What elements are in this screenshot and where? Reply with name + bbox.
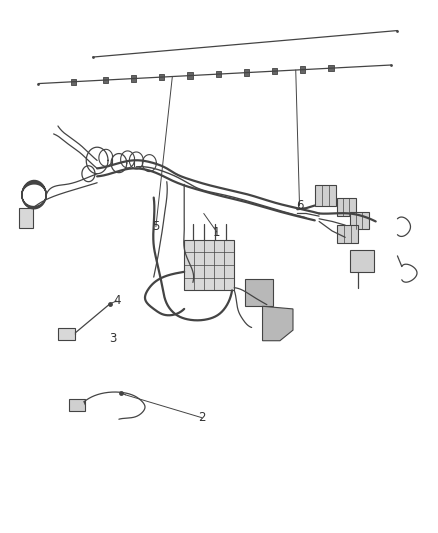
Text: 2: 2: [198, 411, 205, 424]
Polygon shape: [262, 306, 293, 341]
Bar: [350, 212, 369, 229]
Text: 3: 3: [109, 332, 116, 344]
Bar: [315, 185, 336, 206]
Bar: [336, 198, 356, 216]
Bar: [69, 399, 85, 411]
Bar: [131, 75, 136, 82]
Text: 1: 1: [213, 225, 221, 239]
Bar: [184, 240, 234, 290]
Bar: [71, 78, 76, 85]
Bar: [272, 68, 277, 74]
Bar: [300, 67, 305, 73]
Bar: [103, 77, 108, 83]
Bar: [19, 208, 33, 228]
Bar: [350, 249, 374, 272]
Text: 5: 5: [152, 220, 159, 233]
Text: 4: 4: [113, 294, 120, 308]
Bar: [187, 72, 193, 79]
Bar: [244, 69, 249, 76]
Bar: [245, 279, 273, 306]
Bar: [58, 328, 75, 340]
Bar: [328, 65, 334, 71]
Bar: [159, 74, 164, 80]
Bar: [336, 225, 358, 243]
Text: 6: 6: [296, 199, 303, 212]
Bar: [215, 71, 221, 77]
